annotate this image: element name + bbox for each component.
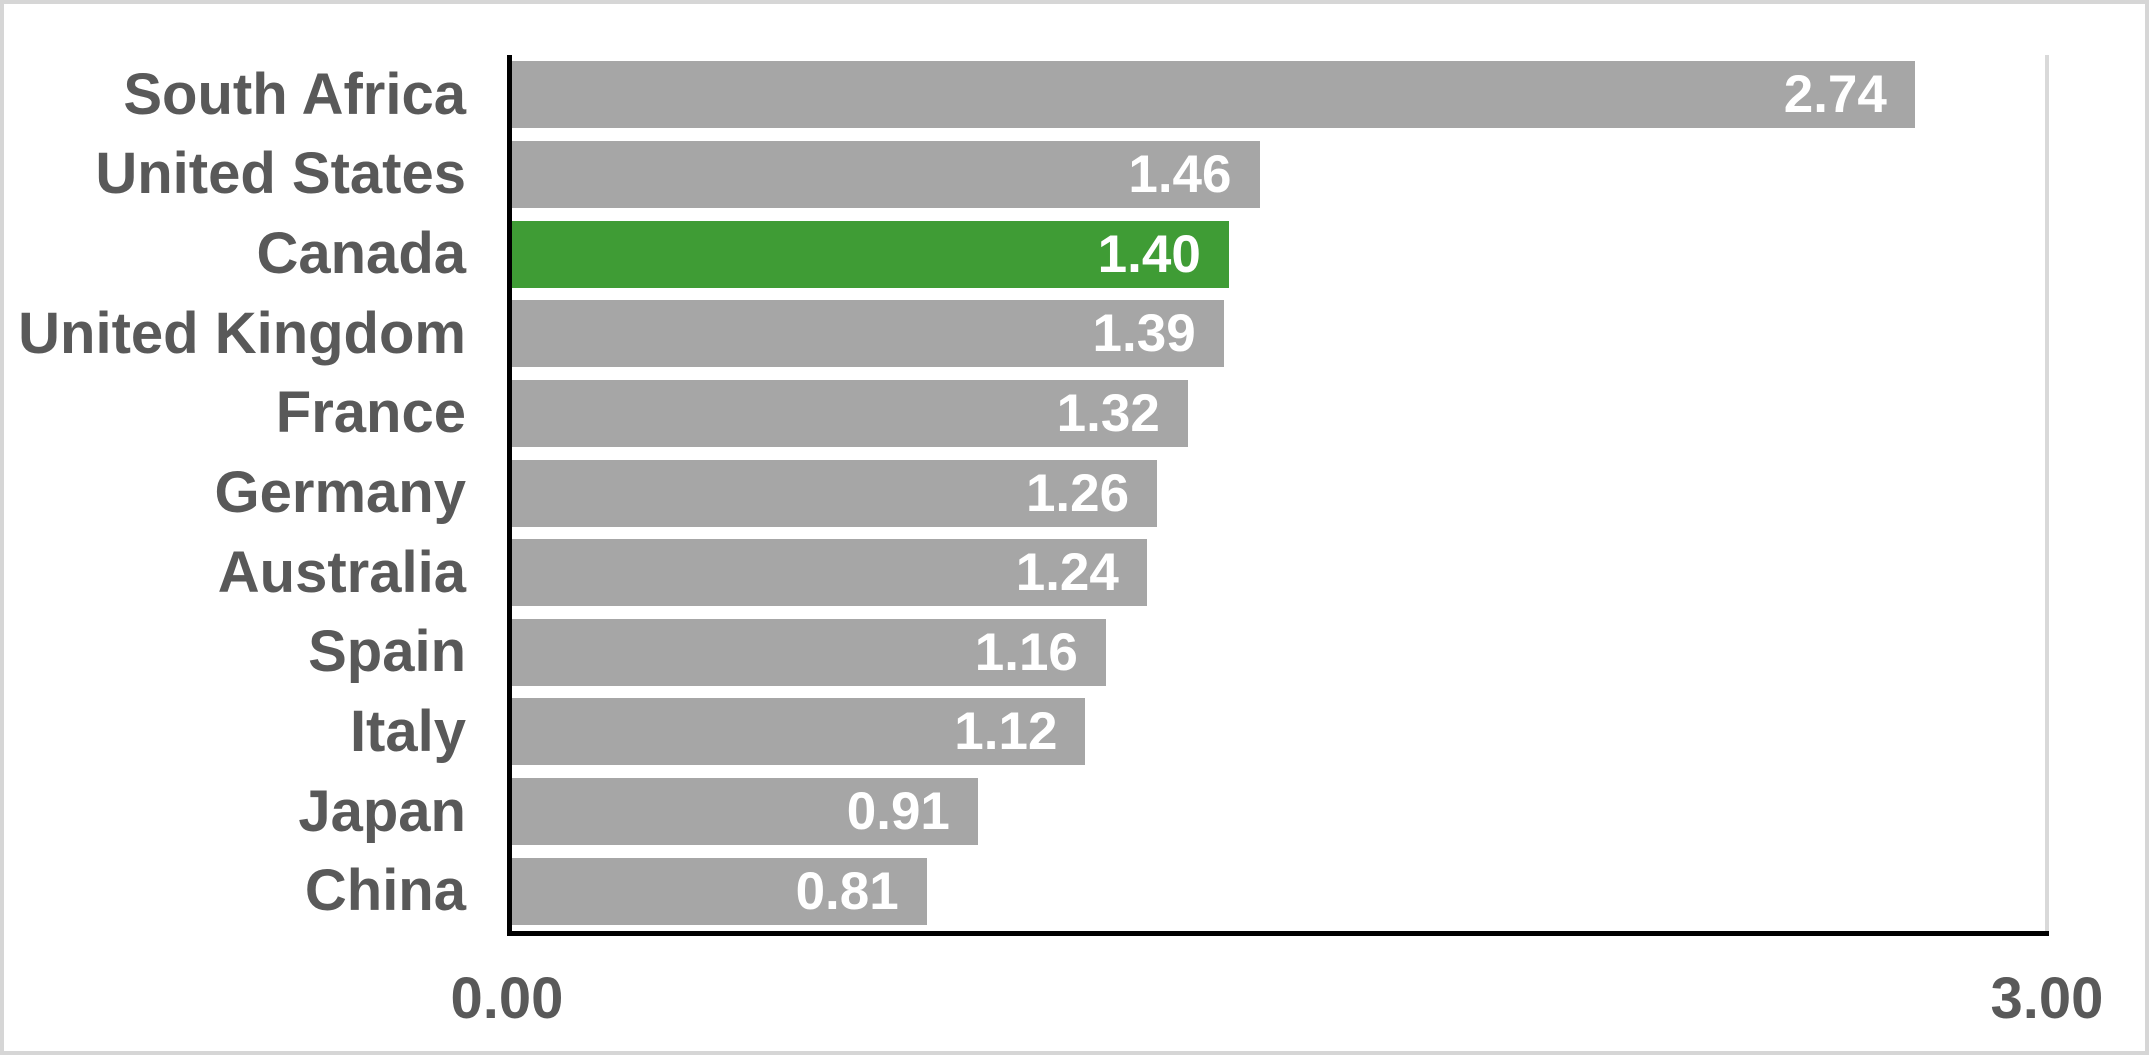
category-label-germany: Germany bbox=[214, 460, 466, 526]
bar-value-label: 2.74 bbox=[1783, 65, 1887, 125]
bar-united-kingdom: 1.39 bbox=[512, 300, 1224, 368]
bar-row-germany: 1.26 bbox=[512, 453, 2048, 533]
category-label-canada: Canada bbox=[256, 221, 466, 287]
bar-row-italy: 1.12 bbox=[512, 692, 2048, 772]
bar-row-canada: 1.40 bbox=[512, 214, 2048, 294]
category-label-japan: Japan bbox=[298, 778, 466, 844]
bar-value-label: 1.24 bbox=[1015, 543, 1119, 603]
bar-value-label: 1.32 bbox=[1056, 383, 1160, 443]
bar-row-united-states: 1.46 bbox=[512, 135, 2048, 215]
category-labels: South Africa United States Canada United Ki… bbox=[4, 55, 466, 931]
category-label-united-states: United States bbox=[95, 141, 466, 207]
bar-value-label: 0.81 bbox=[795, 861, 899, 921]
y-axis-line bbox=[507, 55, 512, 936]
bar-south-africa: 2.74 bbox=[512, 61, 1915, 129]
category-label-australia: Australia bbox=[217, 539, 466, 605]
category-label-france: France bbox=[275, 380, 466, 446]
x-axis-line bbox=[507, 931, 2049, 936]
bar-germany: 1.26 bbox=[512, 459, 1158, 527]
plot-area: South Africa United States Canada United Ki… bbox=[4, 4, 2149, 1059]
bar-canada: 1.40 bbox=[512, 220, 1229, 288]
x-tick-max: 3.00 bbox=[1990, 966, 2104, 1031]
bar-italy: 1.12 bbox=[512, 698, 1086, 766]
x-tick-min: 0.00 bbox=[450, 966, 564, 1031]
bar-spain: 1.16 bbox=[512, 618, 1106, 686]
bar-row-china: 0.81 bbox=[512, 851, 2048, 931]
bar-value-label: 1.40 bbox=[1097, 224, 1201, 284]
bar-value-label: 1.26 bbox=[1025, 463, 1130, 523]
bar-france: 1.32 bbox=[512, 379, 1188, 447]
bar-row-japan: 0.91 bbox=[512, 772, 2048, 852]
bar-value-label: 1.16 bbox=[974, 622, 1078, 682]
bar-japan: 0.91 bbox=[512, 778, 978, 846]
bar-china: 0.81 bbox=[512, 857, 927, 925]
bars: 2.74 1.46 1.40 1.39 1.32 1.26 1.24 1.16 1.12 0.91… bbox=[512, 55, 2048, 931]
bar-value-label: 1.39 bbox=[1092, 304, 1196, 364]
bar-united-states: 1.46 bbox=[512, 140, 1260, 208]
bar-row-australia: 1.24 bbox=[512, 533, 2048, 613]
bar-row-france: 1.32 bbox=[512, 374, 2048, 454]
bar-value-label: 0.91 bbox=[846, 782, 950, 842]
bar-row-united-kingdom: 1.39 bbox=[512, 294, 2048, 374]
bar-value-label: 1.12 bbox=[954, 702, 1058, 762]
category-label-united-kingdom: United Kingdom bbox=[18, 300, 466, 366]
bar-row-spain: 1.16 bbox=[512, 612, 2048, 692]
bar-australia: 1.24 bbox=[512, 539, 1147, 607]
bar-value-label: 1.46 bbox=[1128, 144, 1232, 204]
gridline-3-00 bbox=[2045, 55, 2049, 936]
bar-row-south-africa: 2.74 bbox=[512, 55, 2048, 135]
category-label-south-africa: South Africa bbox=[123, 61, 466, 127]
category-label-china: China bbox=[304, 858, 466, 924]
category-label-italy: Italy bbox=[349, 698, 466, 764]
category-label-spain: Spain bbox=[308, 619, 466, 685]
